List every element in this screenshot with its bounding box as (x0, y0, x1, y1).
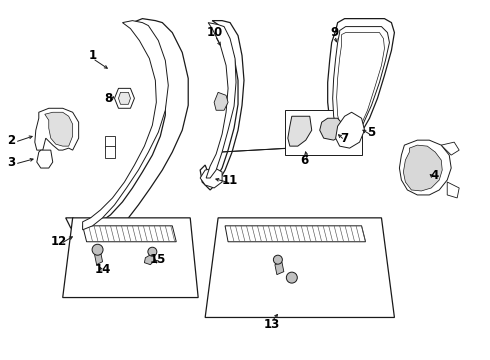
Polygon shape (447, 182, 459, 198)
Text: 15: 15 (150, 253, 167, 266)
Text: 7: 7 (341, 132, 349, 145)
Polygon shape (441, 142, 459, 155)
Circle shape (273, 255, 282, 264)
Text: 13: 13 (264, 318, 280, 331)
Polygon shape (225, 226, 366, 242)
Polygon shape (206, 23, 236, 178)
Polygon shape (45, 112, 73, 146)
Text: 1: 1 (89, 49, 97, 62)
Polygon shape (336, 112, 365, 148)
Polygon shape (275, 262, 284, 275)
Polygon shape (66, 19, 188, 238)
Text: 9: 9 (331, 26, 339, 39)
Text: 11: 11 (222, 174, 238, 186)
Polygon shape (145, 254, 155, 265)
Polygon shape (83, 226, 176, 242)
Polygon shape (319, 118, 343, 140)
Polygon shape (328, 19, 394, 142)
Polygon shape (37, 150, 53, 168)
Polygon shape (104, 146, 115, 158)
Text: 3: 3 (7, 156, 15, 168)
Polygon shape (403, 145, 442, 191)
Polygon shape (214, 92, 228, 110)
Circle shape (148, 247, 157, 256)
Text: 6: 6 (301, 154, 309, 167)
Polygon shape (399, 140, 451, 195)
Polygon shape (285, 110, 362, 155)
Text: 2: 2 (7, 134, 15, 147)
Text: 14: 14 (95, 263, 111, 276)
Text: 4: 4 (430, 168, 439, 181)
Polygon shape (95, 252, 102, 265)
Text: 8: 8 (104, 92, 113, 105)
Circle shape (92, 244, 103, 255)
Text: 12: 12 (50, 235, 67, 248)
Polygon shape (83, 21, 168, 230)
Text: 10: 10 (207, 26, 223, 39)
Polygon shape (63, 218, 198, 298)
Polygon shape (119, 92, 130, 104)
Polygon shape (35, 108, 78, 150)
Polygon shape (205, 218, 394, 318)
Polygon shape (288, 116, 312, 146)
Text: 5: 5 (368, 126, 376, 139)
Polygon shape (104, 136, 115, 148)
Circle shape (286, 272, 297, 283)
Polygon shape (333, 27, 390, 140)
Polygon shape (337, 32, 385, 136)
Polygon shape (200, 21, 244, 190)
Polygon shape (200, 168, 222, 188)
Polygon shape (115, 88, 134, 108)
